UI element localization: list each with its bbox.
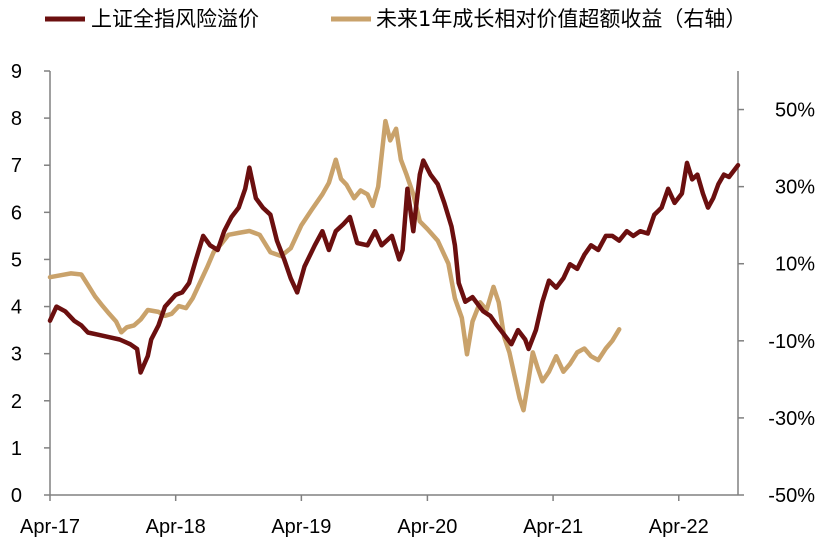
left-y-tick-label: 4	[11, 297, 22, 319]
x-axis-ticks: Apr-17 Apr-18 Apr-19 Apr-20 Apr-21 Apr-22	[20, 495, 709, 538]
left-y-tick-label: 6	[11, 202, 22, 224]
right-y-tick-label: 50%	[775, 100, 815, 122]
left-y-tick-label: 1	[11, 438, 22, 460]
x-tick-label: Apr-20	[397, 516, 457, 538]
left-y-tick-label: 5	[11, 249, 22, 271]
x-tick-label: Apr-19	[271, 516, 331, 538]
left-y-tick-label: 9	[11, 61, 22, 83]
left-y-ticks: 0 1 2 3 4 5 6 7 8 9	[11, 61, 50, 507]
left-y-tick-label: 7	[11, 155, 22, 177]
left-y-tick-label: 0	[11, 485, 22, 507]
right-y-tick-label: 10%	[775, 254, 815, 276]
right-y-tick-label: -50%	[768, 485, 815, 507]
right-y-ticks: -50% -30% -10% 10% 30% 50%	[738, 100, 815, 507]
legend-label-growth-excess: 未来1年成长相对价值超额收益（右轴）	[376, 7, 746, 31]
series-layer	[47, 118, 741, 413]
series-line-risk-premium	[47, 158, 741, 375]
legend-label-risk-premium: 上证全指风险溢价	[91, 7, 259, 31]
left-y-tick-label: 3	[11, 344, 22, 366]
right-y-tick-label: -10%	[768, 331, 815, 353]
right-y-tick-label: -30%	[768, 408, 815, 430]
left-y-tick-label: 2	[11, 391, 22, 413]
x-tick-label: Apr-22	[649, 516, 709, 538]
right-y-tick-label: 30%	[775, 177, 815, 199]
x-tick-label: Apr-17	[20, 516, 80, 538]
series-line-growth-excess	[47, 118, 622, 413]
left-y-tick-label: 8	[11, 108, 22, 130]
legend: 上证全指风险溢价 未来1年成长相对价值超额收益（右轴）	[45, 7, 746, 31]
axes	[49, 71, 739, 496]
x-tick-label: Apr-21	[523, 516, 583, 538]
x-tick-label: Apr-18	[146, 516, 206, 538]
